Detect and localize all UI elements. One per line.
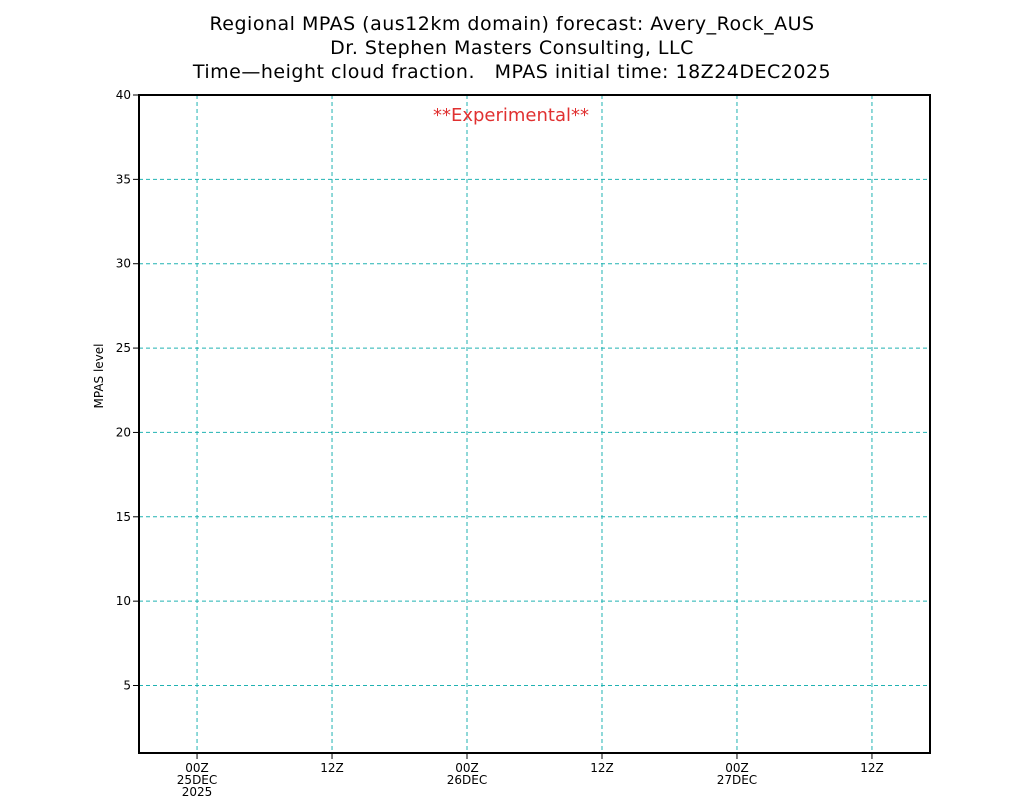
plot-frame — [138, 94, 931, 754]
x-tick-label: 25DEC — [177, 773, 217, 787]
y-axis-label: MPAS level — [92, 344, 106, 409]
x-tick-label: 12Z — [320, 761, 344, 775]
y-tick-label: 40 — [116, 88, 131, 102]
y-tick-label: 30 — [116, 257, 131, 271]
grid-layer — [139, 95, 930, 753]
x-tick-label: 2025 — [182, 785, 213, 799]
chart-title-line-1: Regional MPAS (aus12km domain) forecast:… — [209, 13, 815, 35]
chart-title-line-2: Dr. Stephen Masters Consulting, LLC — [330, 37, 694, 59]
y-tick-label: 5 — [123, 679, 131, 693]
y-tick-label: 15 — [116, 510, 131, 524]
x-tick-label: 12Z — [860, 761, 884, 775]
x-tick-label: 00Z — [725, 761, 749, 775]
x-tick-label: 27DEC — [717, 773, 757, 787]
y-tick-label: 35 — [116, 172, 131, 186]
y-tick-label: 25 — [116, 341, 131, 355]
x-tick-label: 26DEC — [447, 773, 487, 787]
experimental-annotation: **Experimental** — [433, 105, 589, 126]
x-tick-label: 00Z — [185, 761, 209, 775]
y-tick-label: 10 — [116, 594, 131, 608]
x-tick-label: 00Z — [455, 761, 479, 775]
x-tick-label: 12Z — [590, 761, 614, 775]
y-tick-label: 20 — [116, 425, 131, 439]
chart-title-line-3: Time—height cloud fraction. MPAS initial… — [192, 61, 832, 83]
